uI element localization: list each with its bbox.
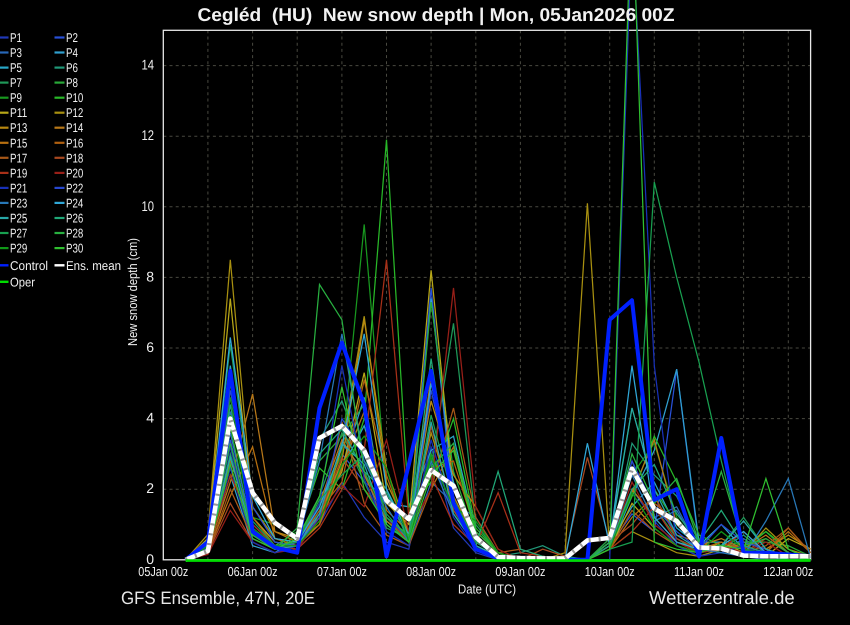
svg-text:08Jan 00z: 08Jan 00z (406, 564, 456, 579)
svg-text:P28: P28 (66, 227, 83, 241)
svg-text:P15: P15 (10, 136, 27, 150)
svg-text:P19: P19 (10, 166, 27, 180)
svg-text:Oper: Oper (10, 275, 36, 289)
svg-text:P5: P5 (10, 61, 22, 75)
svg-text:P29: P29 (10, 242, 27, 256)
svg-text:P16: P16 (66, 136, 83, 150)
svg-text:P12: P12 (66, 106, 83, 120)
svg-text:Control: Control (10, 259, 48, 273)
svg-text:8: 8 (146, 268, 154, 284)
svg-text:12: 12 (142, 127, 155, 143)
svg-text:14: 14 (142, 57, 155, 73)
svg-text:Wetterzentrale.de: Wetterzentrale.de (649, 587, 795, 608)
svg-text:P27: P27 (10, 227, 27, 241)
svg-text:06Jan 00z: 06Jan 00z (228, 564, 278, 579)
svg-text:P10: P10 (66, 91, 83, 105)
svg-text:P17: P17 (10, 151, 27, 165)
svg-text:Cegléd (HU) New snow depth |: Cegléd (HU) New snow depth | Mon, 05Jan2… (198, 4, 675, 26)
svg-text:10Jan 00z: 10Jan 00z (585, 564, 635, 579)
svg-text:P4: P4 (66, 46, 78, 60)
svg-text:P14: P14 (66, 121, 83, 135)
svg-text:Ens. mean: Ens. mean (66, 259, 121, 273)
svg-text:2: 2 (146, 480, 154, 496)
svg-text:P7: P7 (10, 76, 22, 90)
svg-text:GFS Ensemble, 47N, 20E: GFS Ensemble, 47N, 20E (121, 588, 315, 608)
svg-text:05Jan 00z: 05Jan 00z (138, 564, 188, 579)
svg-text:P25: P25 (10, 212, 27, 226)
svg-text:11Jan 00z: 11Jan 00z (674, 564, 724, 579)
svg-text:P1: P1 (10, 31, 22, 45)
svg-text:Date (UTC): Date (UTC) (458, 582, 516, 597)
svg-text:4: 4 (146, 410, 154, 426)
svg-text:P18: P18 (66, 151, 83, 165)
svg-text:P23: P23 (10, 196, 27, 210)
svg-text:12Jan 00z: 12Jan 00z (763, 564, 813, 579)
svg-text:P20: P20 (66, 166, 83, 180)
svg-text:P2: P2 (66, 31, 78, 45)
svg-text:P13: P13 (10, 121, 27, 135)
svg-text:P8: P8 (66, 76, 78, 90)
svg-text:P30: P30 (66, 242, 83, 256)
svg-text:10: 10 (142, 198, 155, 214)
svg-text:P3: P3 (10, 46, 22, 60)
svg-text:P22: P22 (66, 181, 83, 195)
svg-text:New snow depth (cm): New snow depth (cm) (125, 238, 140, 346)
svg-text:P21: P21 (10, 181, 27, 195)
svg-text:P26: P26 (66, 212, 83, 226)
svg-text:P6: P6 (66, 61, 78, 75)
svg-text:P24: P24 (66, 196, 83, 210)
svg-text:07Jan 00z: 07Jan 00z (317, 564, 367, 579)
svg-text:6: 6 (146, 339, 154, 355)
svg-text:0: 0 (146, 551, 154, 567)
svg-text:P9: P9 (10, 91, 22, 105)
svg-text:09Jan 00z: 09Jan 00z (495, 564, 545, 579)
svg-text:P11: P11 (10, 106, 27, 120)
